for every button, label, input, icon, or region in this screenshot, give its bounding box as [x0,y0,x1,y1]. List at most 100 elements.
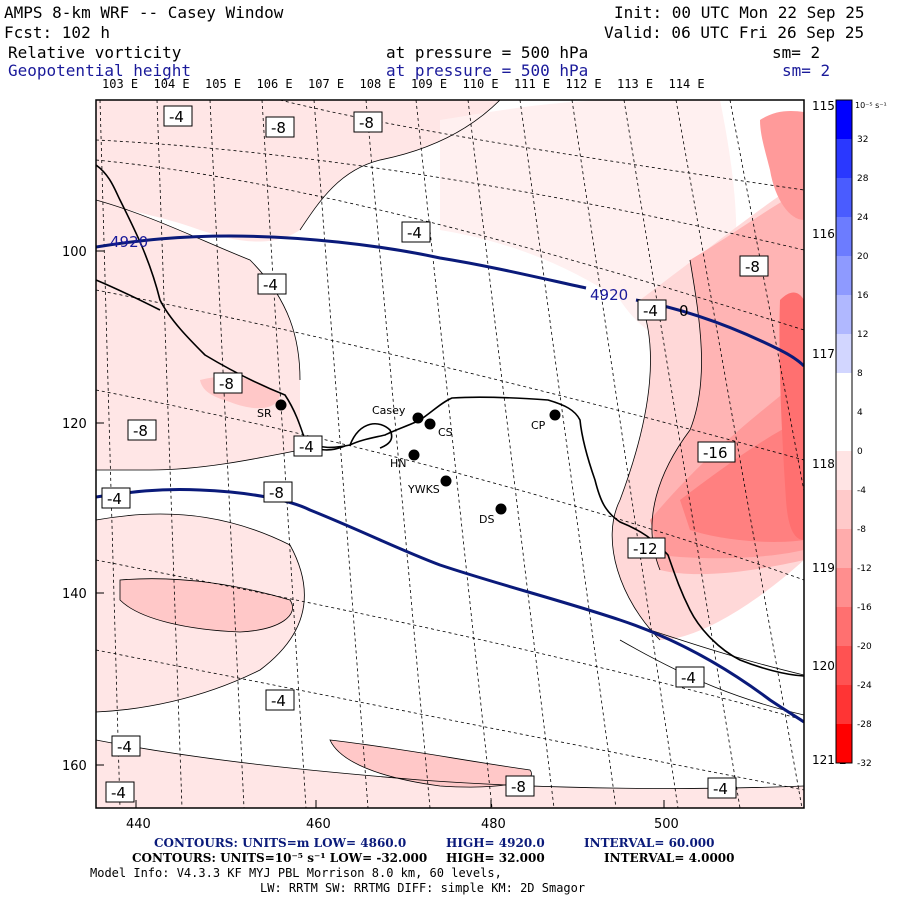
colorbar-swatch [836,217,852,256]
vorticity-label: -4 [101,487,131,509]
height-label: 4920 [110,233,148,251]
colorbar-label: -12 [857,564,872,574]
top-longitude-label: 110 E [462,77,499,91]
field2-name: Geopotential height [8,61,192,80]
vorticity-label: -4 [707,777,737,799]
station-ywks: YWKS [407,475,452,496]
field1-smoothing: sm= 2 [772,43,821,62]
colorbar-label: 0 [857,447,863,457]
station-cp: CP [531,409,561,432]
model-info: Model Info: V4.3.3 KF MYJ PBL Morrison 8… [90,866,502,880]
svg-text:-4: -4 [299,438,314,456]
colorbar-label: 8 [857,369,863,379]
station-ds: DS [479,503,507,526]
y-tick-label: 120 [62,417,87,432]
svg-text:-16: -16 [703,444,728,462]
vorticity-label: -4 [163,105,193,127]
vorticity-contour-info: CONTOURS: UNITS=10⁻⁵ s⁻¹ LOW= -32.000 [132,851,428,865]
colorbar-swatch [836,412,852,451]
colorbar-label: 20 [857,252,869,262]
vorticity-label: -12 [627,537,666,559]
top-longitude-label: 113 E [617,77,654,91]
vorticity-label: -4 [105,781,135,803]
vorticity-label: -4 [257,273,287,295]
colorbar-swatch [836,685,852,724]
height-contour-interval: INTERVAL= 60.000 [584,836,715,850]
colorbar-label: -8 [857,525,866,535]
svg-text:-4: -4 [271,692,286,710]
map-title: AMPS 8-km WRF -- Casey Window [4,3,284,22]
colorbar-swatch [836,529,852,568]
station-cs: CS [424,418,453,439]
vorticity-contour-high: HIGH= 32.000 [446,851,545,865]
svg-text:-8: -8 [511,778,526,796]
vorticity-label: -4 [675,666,705,688]
lat-lon-grid [96,100,804,808]
station-label: YWKS [407,483,440,496]
colorbar-label: 28 [857,174,869,184]
station-label: CP [531,419,546,432]
vorticity-label: -4 [265,689,295,711]
vorticity-label: -4 [637,299,667,321]
height-labels: 4920 4920 [110,233,628,304]
colorbar-swatch [836,178,852,217]
colorbar: 32 28 24 20 16 12 8 4 0 -4 -8 -12 -16 -20 -24 -28 -32 10⁻… [835,99,887,769]
init-time: Init: 00 UTC Mon 22 Sep 25 [614,3,865,22]
field2-smoothing: sm= 2 [782,61,831,80]
vorticity-label: -4 [401,221,431,243]
top-longitude-label: 104 E [153,77,190,91]
colorbar-swatch [836,607,852,646]
colorbar-label: -16 [857,603,872,613]
svg-text:-4: -4 [407,224,422,242]
colorbar-label: 16 [857,291,869,301]
top-longitude-label: 107 E [308,77,345,91]
colorbar-swatch [836,490,852,529]
field1-level: at pressure = 500 hPa [386,43,589,62]
svg-text:-8: -8 [359,114,374,132]
top-longitude-label: 106 E [256,77,293,91]
svg-text:-8: -8 [271,119,286,137]
geopotential-height-contours [96,234,804,724]
station-label: CS [438,426,453,439]
vorticity-label: -4 [293,435,323,457]
height-contour-info: CONTOURS: UNITS=m LOW= 4860.0 [154,836,407,850]
x-tick-label: 480 [481,817,506,832]
y-tick-label: 100 [62,245,87,260]
station-label: Casey [372,404,406,417]
colorbar-label: -24 [857,681,872,691]
vorticity-label: -8 [739,255,769,277]
svg-text:-4: -4 [713,780,728,798]
vorticity-label: -8 [213,372,243,394]
top-longitude-label: 109 E [411,77,448,91]
vorticity-label: -8 [505,775,535,797]
vorticity-labels: -4 -8 -8 -4 -4 -8 -4 -8 -4 -4 -8 -8 -16 -12 -4 -4 -4 -4 -8… [101,105,769,803]
svg-text:-8: -8 [133,422,148,440]
height-contour-high: HIGH= 4920.0 [446,836,545,850]
colorbar-label: 24 [857,213,869,223]
x-axis-ticks: 440 460 480 500 [126,800,679,832]
station-hn: HN [390,449,420,470]
colorbar-unit: 10⁻⁵ s⁻¹ [855,101,887,110]
vorticity-label: -8 [263,481,293,503]
vorticity-label: -8 [353,111,383,133]
field1-name: Relative vorticity [8,43,182,62]
height-label: 4920 [590,286,628,304]
svg-text:-8: -8 [219,375,234,393]
top-longitude-label: 114 E [668,77,705,91]
station-label: SR [257,407,272,420]
station-label: HN [390,457,407,470]
top-longitude-label: 105 E [205,77,242,91]
colorbar-label: -20 [857,642,872,652]
colorbar-swatch [836,646,852,685]
coastline [96,164,804,677]
colorbar-swatch [836,724,852,763]
colorbar-label: 32 [857,135,868,145]
colorbar-swatch [836,334,852,373]
colorbar-label: 12 [857,330,868,340]
top-longitude-label: 108 E [359,77,396,91]
colorbar-swatch [836,568,852,607]
colorbar-label: 4 [857,408,863,418]
vorticity-label: 0 [679,302,689,320]
svg-text:-4: -4 [681,669,696,687]
